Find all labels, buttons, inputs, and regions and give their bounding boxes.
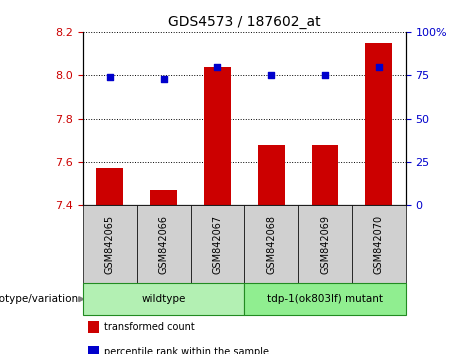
- Text: GSM842065: GSM842065: [105, 215, 115, 274]
- Text: wildtype: wildtype: [142, 294, 186, 304]
- Point: [160, 76, 167, 81]
- Point: [321, 73, 329, 78]
- Bar: [150, 190, 177, 205]
- Text: transformed count: transformed count: [104, 322, 195, 332]
- Bar: [312, 145, 338, 205]
- Bar: [204, 67, 231, 205]
- Point: [106, 74, 113, 80]
- Bar: [365, 43, 392, 205]
- Text: GSM842069: GSM842069: [320, 215, 330, 274]
- Bar: [96, 169, 123, 205]
- Point: [214, 64, 221, 69]
- Text: GSM842067: GSM842067: [213, 215, 223, 274]
- Text: tdp-1(ok803lf) mutant: tdp-1(ok803lf) mutant: [267, 294, 383, 304]
- Text: percentile rank within the sample: percentile rank within the sample: [104, 347, 269, 354]
- Point: [267, 73, 275, 78]
- Text: GSM842066: GSM842066: [159, 215, 169, 274]
- Bar: [258, 145, 284, 205]
- Title: GDS4573 / 187602_at: GDS4573 / 187602_at: [168, 16, 321, 29]
- Text: genotype/variation: genotype/variation: [0, 294, 78, 304]
- Text: GSM842068: GSM842068: [266, 215, 276, 274]
- Text: GSM842070: GSM842070: [374, 215, 384, 274]
- Point: [375, 64, 383, 69]
